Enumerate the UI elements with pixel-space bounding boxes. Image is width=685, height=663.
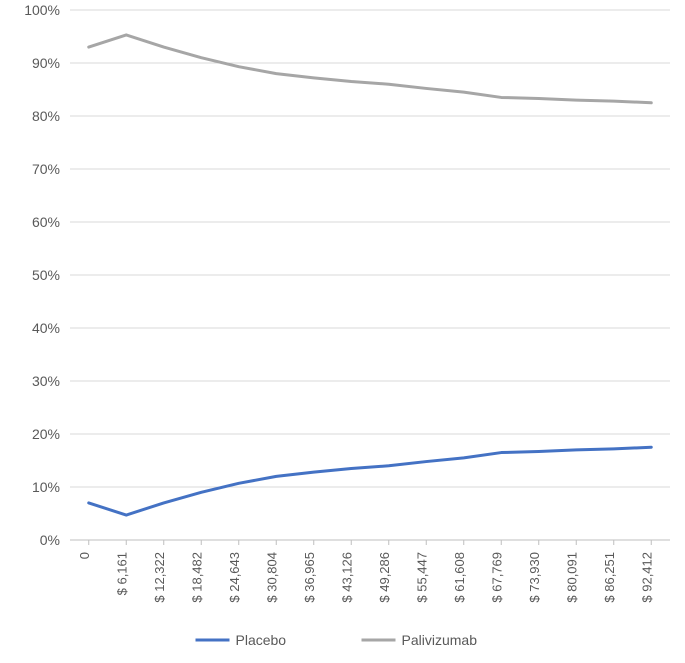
y-tick-label: 70% <box>32 161 60 177</box>
x-tick-label: $ 73,930 <box>527 552 542 603</box>
x-tick-label: $ 55,447 <box>414 552 429 603</box>
x-tick-label: 0 <box>77 552 92 559</box>
y-tick-label: 0% <box>40 532 60 548</box>
x-tick-label: $ 80,091 <box>564 552 579 603</box>
y-tick-label: 90% <box>32 55 60 71</box>
y-tick-label: 30% <box>32 373 60 389</box>
y-tick-label: 40% <box>32 320 60 336</box>
x-tick-label: $ 67,769 <box>489 552 504 603</box>
x-tick-label: $ 30,804 <box>264 552 279 603</box>
y-tick-label: 50% <box>32 267 60 283</box>
y-tick-label: 20% <box>32 426 60 442</box>
legend-label: Placebo <box>236 632 287 648</box>
x-tick-label: $ 18,482 <box>189 552 204 603</box>
legend-label: Palivizumab <box>402 632 478 648</box>
x-tick-label: $ 49,286 <box>377 552 392 603</box>
chart-svg: 0% 10% 20% 30% 40% 50% 60% 70% 80% 90% 100% 0 $ 6,16… <box>0 0 685 663</box>
y-tick-label: 80% <box>32 108 60 124</box>
x-tick-label: $ 24,643 <box>227 552 242 603</box>
x-tick-label: $ 92,412 <box>639 552 654 603</box>
x-tick-label: $ 43,126 <box>339 552 354 603</box>
x-tick-label: $ 86,251 <box>602 552 617 603</box>
x-tick-label: $ 61,608 <box>452 552 467 603</box>
y-tick-label: 10% <box>32 479 60 495</box>
x-tick-label: $ 6,161 <box>114 552 129 595</box>
y-tick-label: 100% <box>24 2 60 18</box>
y-tick-label: 60% <box>32 214 60 230</box>
x-tick-label: $ 12,322 <box>152 552 167 603</box>
line-chart: 0% 10% 20% 30% 40% 50% 60% 70% 80% 90% 100% 0 $ 6,16… <box>0 0 685 663</box>
x-tick-label: $ 36,965 <box>302 552 317 603</box>
